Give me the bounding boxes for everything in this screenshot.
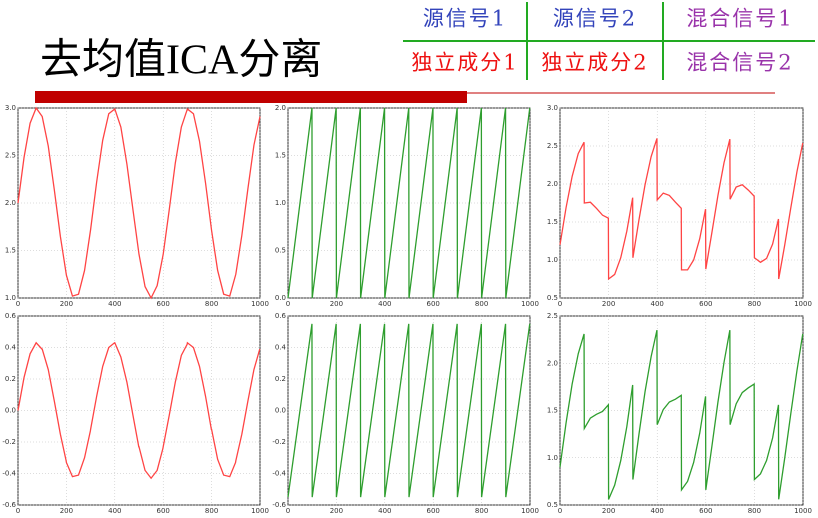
x-tick-label: 1000 <box>251 300 269 308</box>
x-tick-label: 800 <box>475 507 488 515</box>
y-tick-label: 2.0 <box>5 199 16 207</box>
y-tick-label: 1.5 <box>275 152 286 160</box>
legend-cell: 混合信号2 <box>686 51 793 75</box>
y-tick-label: 0.4 <box>5 344 17 352</box>
y-tick-label: 0.2 <box>5 375 16 383</box>
y-tick-label: 3.0 <box>5 104 16 112</box>
y-tick-label: 0.5 <box>275 247 286 255</box>
x-tick-label: 1000 <box>521 507 539 515</box>
y-tick-label: 0.0 <box>275 407 286 415</box>
title-underline <box>35 91 467 103</box>
y-tick-label: 3.0 <box>547 104 558 112</box>
x-tick-label: 200 <box>60 300 73 308</box>
y-tick-label: 1.5 <box>5 247 16 255</box>
y-tick-label: 2.0 <box>275 104 286 112</box>
chart: 0.5 1.0 1.5 2.0 2.5 0 200 400 600 800 1000 <box>547 312 812 515</box>
x-tick-label: 0 <box>16 507 20 515</box>
y-tick-label: 2.5 <box>5 152 16 160</box>
y-tick-label: 0.6 <box>5 312 17 320</box>
x-tick-label: 400 <box>108 507 121 515</box>
data-line <box>17 106 261 300</box>
y-tick-label: -0.2 <box>2 438 16 446</box>
x-tick-label: 600 <box>699 507 712 515</box>
y-tick-label: -0.4 <box>2 470 16 478</box>
x-tick-label: 800 <box>205 507 218 515</box>
x-tick-label: 200 <box>602 507 615 515</box>
legend-cell: 独立成分2 <box>541 51 648 75</box>
x-tick-label: 1000 <box>251 507 269 515</box>
y-tick-label: 0.2 <box>275 375 286 383</box>
x-tick-label: 1000 <box>794 300 812 308</box>
y-tick-label: 2.0 <box>547 180 558 188</box>
y-tick-label: 0.5 <box>547 294 558 302</box>
x-tick-label: 0 <box>286 300 290 308</box>
x-tick-label: 600 <box>157 300 170 308</box>
data-line <box>287 323 531 498</box>
slide-title: 去均值ICA分离 <box>40 37 322 84</box>
x-tick-label: 1000 <box>794 507 812 515</box>
x-tick-label: 800 <box>748 300 761 308</box>
y-tick-label: -0.2 <box>272 438 286 446</box>
data-line <box>559 138 804 281</box>
x-tick-label: 200 <box>330 300 343 308</box>
chart: -0.6 -0.4 -0.2 0.0 0.2 0.4 0.6 0 200 400 600 800 100… <box>2 312 269 515</box>
x-tick-label: 200 <box>330 507 343 515</box>
x-tick-label: 200 <box>602 300 615 308</box>
x-tick-label: 0 <box>286 507 290 515</box>
x-tick-label: 1000 <box>521 300 539 308</box>
chart: 1.0 1.5 2.0 2.5 3.0 0 200 400 600 800 1000 <box>5 104 269 308</box>
x-tick-label: 400 <box>651 300 664 308</box>
y-tick-label: 0.0 <box>275 294 286 302</box>
legend-cell: 源信号2 <box>553 7 637 31</box>
y-tick-label: -0.4 <box>272 470 286 478</box>
y-tick-label: -0.6 <box>272 501 286 509</box>
x-tick-label: 400 <box>651 507 664 515</box>
x-tick-label: 600 <box>427 507 440 515</box>
data-line <box>287 107 531 299</box>
x-tick-label: 600 <box>157 507 170 515</box>
legend-cell: 独立成分1 <box>411 51 518 75</box>
x-tick-label: 600 <box>427 300 440 308</box>
legend-table: 源信号1 源信号2 混合信号1 独立成分1 独立成分2 混合信号2 <box>403 2 815 80</box>
x-tick-label: 200 <box>60 507 73 515</box>
x-tick-label: 400 <box>108 300 121 308</box>
y-tick-label: 1.0 <box>275 199 286 207</box>
y-tick-label: 1.5 <box>547 218 558 226</box>
legend-cell: 源信号1 <box>423 7 507 31</box>
chart: 0.0 0.5 1.0 1.5 2.0 0 200 400 600 800 1000 <box>275 104 539 308</box>
y-tick-label: 2.5 <box>547 142 558 150</box>
x-tick-label: 400 <box>378 507 391 515</box>
x-tick-label: 0 <box>16 300 20 308</box>
legend-cell: 混合信号1 <box>686 7 793 31</box>
y-tick-label: 2.5 <box>547 312 558 320</box>
data-line <box>17 341 261 480</box>
y-tick-label: 0.6 <box>275 312 287 320</box>
x-tick-label: 0 <box>558 507 562 515</box>
x-tick-label: 800 <box>205 300 218 308</box>
x-tick-label: 600 <box>699 300 712 308</box>
y-tick-label: 1.0 <box>5 294 16 302</box>
y-tick-label: -0.6 <box>2 501 16 509</box>
y-tick-label: 1.5 <box>547 407 558 415</box>
data-line <box>559 330 804 500</box>
x-tick-label: 800 <box>475 300 488 308</box>
chart: 0.5 1.0 1.5 2.0 2.5 3.0 0 200 400 600 800 1000 <box>547 104 812 308</box>
x-tick-label: 400 <box>378 300 391 308</box>
y-tick-label: 1.0 <box>547 256 558 264</box>
y-tick-label: 1.0 <box>547 454 558 462</box>
x-tick-label: 800 <box>748 507 761 515</box>
x-tick-label: 0 <box>558 300 562 308</box>
chart: -0.6 -0.4 -0.2 0.0 0.2 0.4 0.6 0 200 400 600 800 100… <box>272 312 539 515</box>
y-tick-label: 0.0 <box>5 407 16 415</box>
y-tick-label: 0.4 <box>275 344 287 352</box>
y-tick-label: 2.0 <box>547 359 558 367</box>
y-tick-label: 0.5 <box>547 501 558 509</box>
